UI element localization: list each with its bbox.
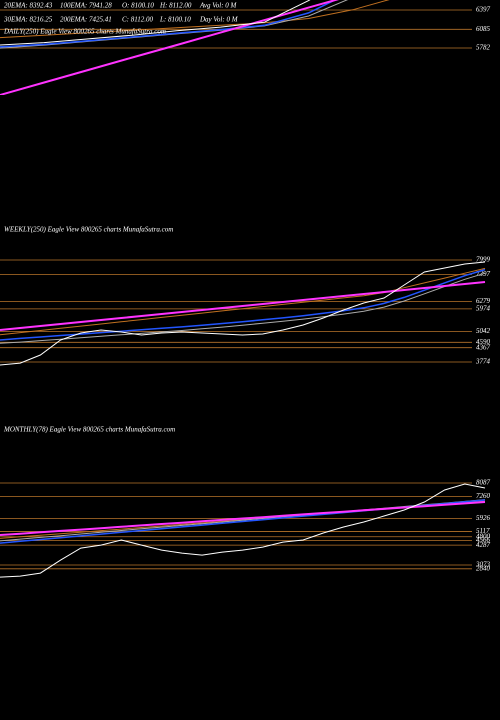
y-tick-label: 3073	[475, 561, 491, 569]
price-line	[0, 0, 311, 46]
header-stat: C: 8112.00	[122, 16, 153, 24]
y-tick-label: 3774	[475, 358, 491, 366]
plot-area	[0, 261, 486, 366]
header-stat: L: 8100.10	[159, 16, 191, 24]
price-line	[0, 501, 486, 536]
y-tick-label: 5782	[476, 44, 491, 52]
panel-title: DAILY(250) Eagle View 800265 charts Muna…	[3, 28, 166, 36]
y-tick-label: 7260	[476, 492, 491, 500]
y-tick-label: 4287	[476, 541, 491, 549]
price-line	[0, 281, 486, 331]
price-line	[0, 261, 486, 366]
panel-title: MONTHLY(78) Eagle View 800265 charts Mun…	[3, 426, 175, 434]
y-tick-label: 5974	[476, 304, 491, 312]
y-tick-label: 4367	[476, 343, 491, 351]
y-tick-label: 5117	[476, 527, 490, 535]
header-stat: 20EMA: 8392.43	[4, 2, 53, 10]
header-stat: Avg Vol: 0 M	[199, 2, 238, 10]
plot-area	[0, 0, 390, 95]
price-line	[0, 268, 486, 341]
y-tick-label: 7999	[476, 256, 491, 264]
header-stat: 30EMA: 8216.25	[3, 16, 53, 24]
y-tick-label: 2840	[476, 564, 491, 572]
y-tick-label: 6279	[476, 297, 491, 305]
y-tick-label: 4800	[476, 532, 491, 540]
y-tick-label: 4590	[476, 338, 491, 346]
y-tick-label: 5042	[476, 327, 491, 335]
y-tick-label: 4566	[476, 536, 491, 544]
price-line	[0, 0, 337, 48]
plot-area	[0, 483, 486, 578]
header-stat: O: 8100.10	[122, 2, 154, 10]
header-stat: 200EMA: 7425.41	[60, 16, 112, 24]
panel-title: WEEKLY(250) Eagle View 800265 charts Mun…	[4, 226, 173, 234]
header-stat: Day Vol: 0 M	[199, 16, 239, 24]
price-line	[0, 483, 486, 578]
y-tick-label: 6397	[476, 6, 491, 14]
price-line	[0, 0, 340, 95]
price-line	[0, 0, 390, 39]
header-stat: H: 8112.00	[159, 2, 192, 10]
y-tick-label: 6085	[476, 25, 491, 33]
price-line	[0, 272, 486, 344]
header-stat: 100EMA: 7941.28	[60, 2, 112, 10]
y-tick-label: 5926	[476, 514, 491, 522]
y-tick-label: 8087	[476, 479, 491, 487]
price-line	[0, 267, 486, 336]
